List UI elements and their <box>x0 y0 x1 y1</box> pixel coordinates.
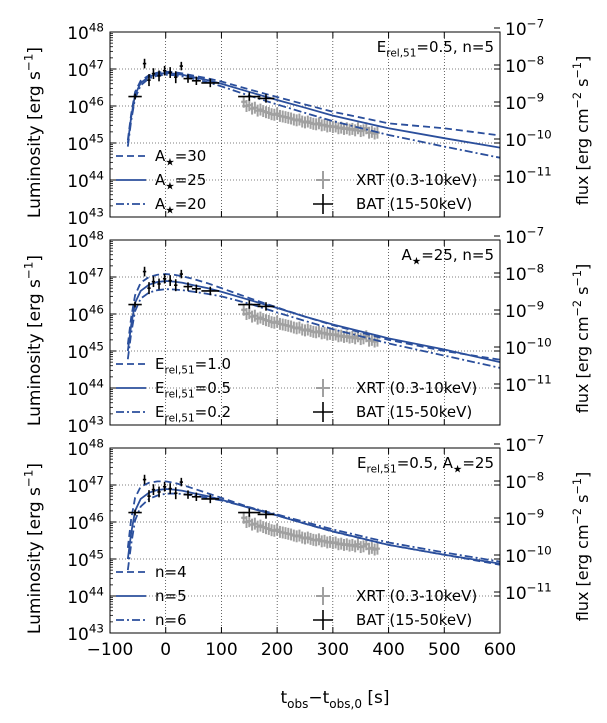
ytick-label-left: 1046 <box>67 94 104 118</box>
xtick-label: 100 <box>205 640 237 660</box>
legend-bat-label: BAT (15-50keV) <box>356 195 472 213</box>
ytick-label-right: 10−7 <box>505 224 544 248</box>
ylabel-right: flux [erg cm−2 s−1] <box>571 56 592 205</box>
ytick-label-right: 10−7 <box>505 16 544 40</box>
legend-label: n=5 <box>155 587 187 605</box>
legend-xrt-label: XRT (0.3-10keV) <box>356 379 477 397</box>
xtick-label: 300 <box>317 640 349 660</box>
ytick-label-left: 1044 <box>67 376 104 400</box>
xtick-label: −100 <box>87 640 134 660</box>
ytick-label-left: 1047 <box>67 265 104 289</box>
xtick-label: 500 <box>428 640 460 660</box>
ytick-label-left: 1043 <box>67 205 104 229</box>
bat-data <box>128 58 275 103</box>
ylabel-right-text: flux [erg cm−2 s−1] <box>571 56 592 205</box>
legend-label: A★=20 <box>155 195 206 217</box>
model-line-dashdot <box>126 288 500 369</box>
plot-area <box>126 58 500 159</box>
annotation: Erel,51=0.5, n=5 <box>377 38 494 60</box>
xtick-label: 600 <box>484 640 516 660</box>
ylabel-left: Luminosity [erg s−1] <box>21 463 45 634</box>
xrt-data <box>241 95 380 140</box>
ytick-label-right: 10−9 <box>505 298 544 322</box>
grid <box>110 240 500 425</box>
legend-label: A★=30 <box>155 147 206 169</box>
model-line-dashdot <box>126 73 500 159</box>
ytick-label-right: 10−9 <box>505 506 544 530</box>
ytick-label-left: 1045 <box>67 131 104 155</box>
ylabel-left-text: Luminosity [erg s−1] <box>21 47 45 218</box>
legend-label: A★=25 <box>155 171 206 193</box>
legend-label: n=4 <box>155 563 187 581</box>
ytick-label-left: 1046 <box>67 510 104 534</box>
ytick-label-left: 1043 <box>67 621 104 645</box>
ylabel-left-text: Luminosity [erg s−1] <box>21 255 45 426</box>
legend-label: Erel,51=0.5 <box>155 379 231 401</box>
plot-area <box>126 266 500 369</box>
legend-label: Erel,51=1.0 <box>155 355 231 377</box>
xrt-data <box>241 303 380 348</box>
model-line-dashdot <box>126 492 500 571</box>
axes-frame <box>109 31 501 218</box>
ytick-label-left: 1047 <box>67 57 104 81</box>
xtick-label: 0 <box>160 640 171 660</box>
legend-label: n=6 <box>155 611 187 629</box>
ylabel-right: flux [erg cm−2 s−1] <box>571 264 592 413</box>
ytick-label-left: 1044 <box>67 584 104 608</box>
ytick-label-right: 10−8 <box>505 53 544 77</box>
model-line-solid <box>126 488 500 565</box>
legend-xrt-label: XRT (0.3-10keV) <box>356 171 477 189</box>
legend-xrt-label: XRT (0.3-10keV) <box>356 587 477 605</box>
bat-data <box>128 266 275 311</box>
ytick-label-left: 1047 <box>67 473 104 497</box>
ylabel-left-text: Luminosity [erg s−1] <box>21 463 45 634</box>
annotation: Erel,51=0.5, A★=25 <box>357 454 494 476</box>
ylabel-right: flux [erg cm−2 s−1] <box>571 472 592 621</box>
ytick-label-right: 10−11 <box>505 164 552 188</box>
ytick-label-right: 10−11 <box>505 580 552 604</box>
legend-bat-label: BAT (15-50keV) <box>356 403 472 421</box>
grid <box>110 32 500 217</box>
ytick-label-right: 10−10 <box>505 127 552 151</box>
ytick-label-right: 10−10 <box>505 543 552 567</box>
model-line-solid <box>126 280 500 364</box>
axes-frame <box>109 447 501 634</box>
ytick-label-left: 1045 <box>67 547 104 571</box>
ylabel-right-text: flux [erg cm−2 s−1] <box>571 472 592 621</box>
xlabel-text: tobs−tobs,0 [s] <box>280 688 389 711</box>
model-line-dashed <box>126 70 500 141</box>
ylabel-left: Luminosity [erg s−1] <box>21 255 45 426</box>
ylabel-left: Luminosity [erg s−1] <box>21 47 45 218</box>
bat-data <box>128 474 275 519</box>
legend-label: Erel,51=0.2 <box>155 403 231 425</box>
xrt-data <box>241 511 380 556</box>
model-line-solid <box>126 72 500 149</box>
xlabel: tobs−tobs,0 [s] <box>280 688 389 711</box>
panel-2: 1043 1044 1045 1046 1047 1048 10−11 10−10 10−9 10… <box>21 224 592 437</box>
ytick-label-right: 10−11 <box>505 372 552 396</box>
legend-bat-label: BAT (15-50keV) <box>356 611 472 629</box>
plot-area <box>126 474 500 571</box>
ytick-label-left: 1048 <box>67 436 104 460</box>
ytick-label-right: 10−8 <box>505 261 544 285</box>
xtick-label: 400 <box>372 640 404 660</box>
xtick-label: 200 <box>261 640 293 660</box>
ytick-label-left: 1044 <box>67 168 104 192</box>
ytick-label-left: 1045 <box>67 339 104 363</box>
ytick-label-right: 10−7 <box>505 432 544 456</box>
ytick-label-right: 10−10 <box>505 335 552 359</box>
ytick-label-left: 1048 <box>67 20 104 44</box>
ytick-label-right: 10−9 <box>505 90 544 114</box>
ytick-label-left: 1048 <box>67 228 104 252</box>
ytick-label-left: 1043 <box>67 413 104 437</box>
ytick-label-left: 1046 <box>67 302 104 326</box>
annotation: A★=25, n=5 <box>402 246 495 268</box>
panel-3: 1043 1044 1045 1046 1047 1048 10−11 10−10 10−9 10… <box>21 432 592 660</box>
axes-frame <box>109 239 501 426</box>
ytick-label-right: 10−8 <box>505 469 544 493</box>
ylabel-right-text: flux [erg cm−2 s−1] <box>571 264 592 413</box>
panel-1: 1043 1044 1045 1046 1047 1048 10−11 10−10 10−9 10… <box>21 16 592 229</box>
